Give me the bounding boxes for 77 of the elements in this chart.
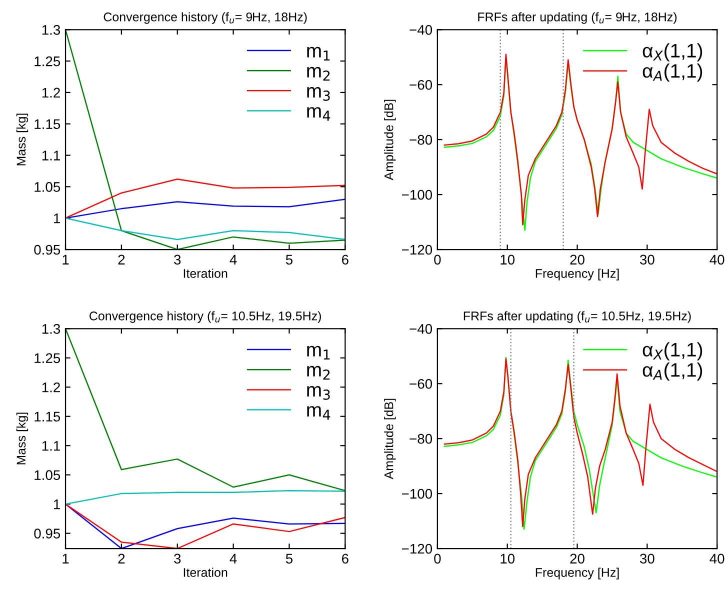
legend-label: α$_{A}$(1,1) bbox=[642, 63, 702, 82]
y-tick-label: 1 bbox=[54, 500, 60, 510]
y-tick-label: 1.1 bbox=[42, 150, 60, 160]
y-tick-label: −120 bbox=[402, 544, 432, 554]
line-series bbox=[66, 178, 346, 219]
x-tick-label: 20 bbox=[570, 554, 584, 564]
y-tick-label: −40 bbox=[410, 324, 432, 334]
y-tick-label: −60 bbox=[410, 378, 432, 389]
y-tick-label: −80 bbox=[410, 434, 432, 444]
legend-label: m$_{2}$ bbox=[307, 366, 330, 380]
y-tick-label: 1.3 bbox=[42, 324, 60, 334]
legend-label: α$_{X}$(1,1) bbox=[642, 342, 702, 360]
x-tick-label: 20 bbox=[570, 254, 584, 265]
chart-title: FRFs after updating (f$_{u}$= 10.5Hz, 19.5Hz) bbox=[464, 311, 691, 323]
y-tick-label: 0.95 bbox=[34, 244, 60, 255]
y-tick-label: 1.3 bbox=[42, 24, 60, 35]
y-tick-label: −100 bbox=[402, 190, 432, 200]
x-tick-label: 1 bbox=[62, 254, 69, 264]
y-axis-title: Amplitude [dB] bbox=[384, 100, 396, 180]
y-tick-label: −60 bbox=[410, 80, 432, 90]
y-tick-label: −80 bbox=[410, 134, 432, 145]
x-tick-label: 0 bbox=[434, 254, 441, 265]
legend-label: m$_{3}$ bbox=[307, 386, 330, 400]
x-axis-title: Iteration bbox=[184, 568, 228, 577]
y-tick-label: 1.05 bbox=[34, 470, 60, 480]
x-tick-label: 1 bbox=[62, 554, 69, 564]
y-tick-label: 1.25 bbox=[34, 56, 60, 66]
legend-label: m$_{2}$ bbox=[307, 66, 330, 81]
y-tick-label: 1.25 bbox=[34, 353, 60, 364]
y-tick-label: −40 bbox=[410, 24, 432, 35]
x-tick-label: 30 bbox=[640, 254, 654, 265]
y-tick-label: 1.15 bbox=[34, 412, 60, 422]
x-tick-label: 5 bbox=[286, 254, 293, 265]
x-tick-label: 6 bbox=[342, 254, 348, 265]
x-tick-label: 4 bbox=[230, 554, 237, 564]
x-tick-label: 2 bbox=[118, 554, 125, 564]
y-tick-label: −100 bbox=[402, 488, 432, 499]
y-tick-label: 1.1 bbox=[42, 441, 60, 451]
line-series bbox=[66, 198, 346, 219]
y-tick-label: −120 bbox=[402, 244, 432, 255]
y-tick-label: 1.05 bbox=[34, 182, 60, 192]
y-tick-label: 1 bbox=[54, 214, 60, 224]
x-tick-label: 6 bbox=[342, 554, 348, 564]
legend-label: α$_{X}$(1,1) bbox=[642, 43, 702, 62]
x-tick-label: 40 bbox=[710, 254, 724, 265]
y-axis-title: Amplitude [dB] bbox=[384, 398, 396, 480]
legend-label: m$_{4}$ bbox=[307, 107, 330, 121]
x-tick-label: 10 bbox=[500, 254, 515, 265]
y-tick-label: 0.95 bbox=[34, 528, 60, 538]
x-tick-label: 40 bbox=[710, 554, 724, 564]
line-series bbox=[66, 490, 346, 505]
x-tick-label: 5 bbox=[286, 554, 293, 564]
x-tick-label: 2 bbox=[118, 254, 125, 264]
legend-label: m$_{1}$ bbox=[307, 46, 330, 61]
chart-title: Convergence history (f$_{u}$= 10.5Hz, 19.5Hz) bbox=[90, 311, 321, 323]
x-tick-label: 4 bbox=[230, 254, 237, 264]
legend-label: α$_{A}$(1,1) bbox=[642, 362, 702, 381]
chart-title: Convergence history (f$_{u}$= 9Hz, 18Hz) bbox=[104, 12, 307, 24]
y-axis-title: Mass [kg] bbox=[16, 114, 28, 166]
chart-title: FRFs after updating (f$_{u}$= 9Hz, 18Hz) bbox=[478, 12, 677, 24]
y-axis-title: Mass [kg] bbox=[16, 412, 28, 464]
x-axis-title: Frequency [Hz] bbox=[536, 268, 619, 280]
line-series bbox=[66, 30, 346, 250]
x-axis-title: Iteration bbox=[184, 268, 228, 278]
legend-label: m$_{3}$ bbox=[307, 86, 330, 101]
legend-label: m$_{4}$ bbox=[307, 406, 330, 420]
x-tick-label: 30 bbox=[640, 554, 654, 564]
y-tick-label: 1.2 bbox=[42, 382, 60, 392]
y-tick-label: 1.2 bbox=[42, 88, 60, 98]
line-series bbox=[66, 217, 346, 240]
legend-label: m$_{1}$ bbox=[307, 346, 330, 360]
y-tick-label: 1.15 bbox=[34, 119, 60, 130]
x-axis-title: Frequency [Hz] bbox=[536, 568, 619, 580]
x-tick-label: 0 bbox=[434, 554, 441, 564]
x-tick-label: 3 bbox=[174, 254, 181, 265]
x-tick-label: 10 bbox=[500, 554, 515, 564]
x-tick-label: 3 bbox=[174, 554, 181, 564]
